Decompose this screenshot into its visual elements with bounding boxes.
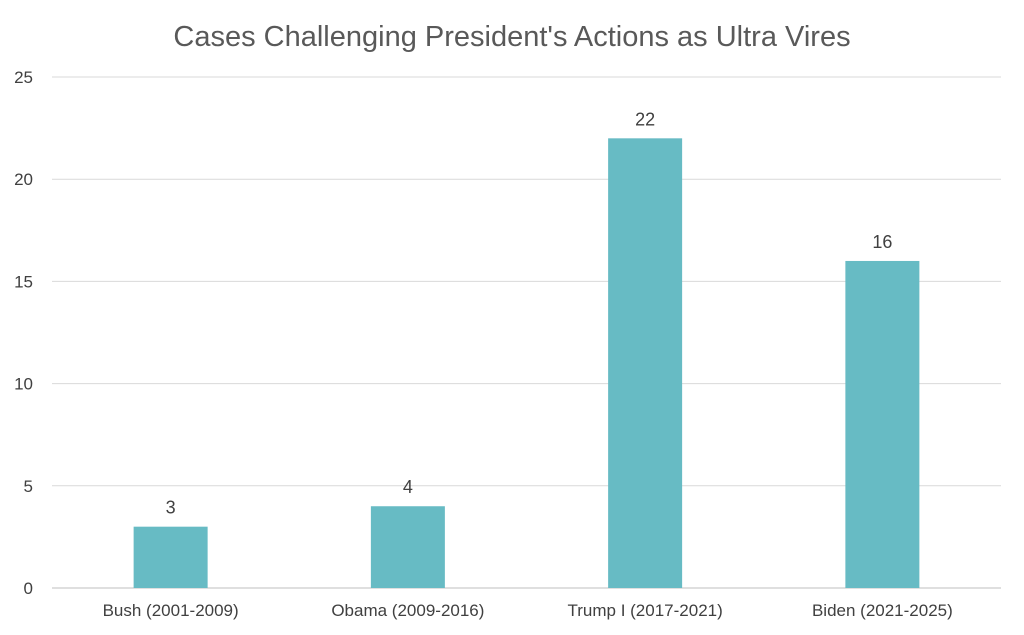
bar	[608, 138, 683, 588]
y-tick-label: 0	[24, 579, 33, 598]
data-label: 3	[166, 498, 176, 518]
y-tick-label: 20	[14, 170, 33, 189]
x-tick-label: Biden (2021-2025)	[812, 601, 953, 620]
x-tick-label: Obama (2009-2016)	[331, 601, 484, 620]
y-axis-ticks: 0 5 10 15 20 25	[14, 68, 33, 598]
data-label: 22	[635, 109, 655, 129]
chart-title: Cases Challenging President's Actions as…	[173, 21, 850, 53]
x-tick-label: Bush (2001-2009)	[103, 601, 239, 620]
bar	[845, 260, 920, 588]
bar	[133, 526, 208, 588]
bars	[133, 138, 920, 588]
data-labels: 3 4 22 16	[166, 109, 893, 517]
x-tick-label: Trump I (2017-2021)	[567, 601, 722, 620]
data-label: 4	[403, 477, 413, 497]
bar	[370, 506, 445, 588]
gridlines	[52, 76, 1001, 589]
y-tick-label: 25	[14, 68, 33, 87]
y-tick-label: 15	[14, 272, 33, 291]
data-label: 16	[872, 232, 892, 252]
x-axis-ticks: Bush (2001-2009) Obama (2009-2016) Trump I…	[103, 601, 953, 620]
y-tick-label: 10	[14, 375, 33, 394]
y-tick-label: 5	[24, 477, 33, 496]
